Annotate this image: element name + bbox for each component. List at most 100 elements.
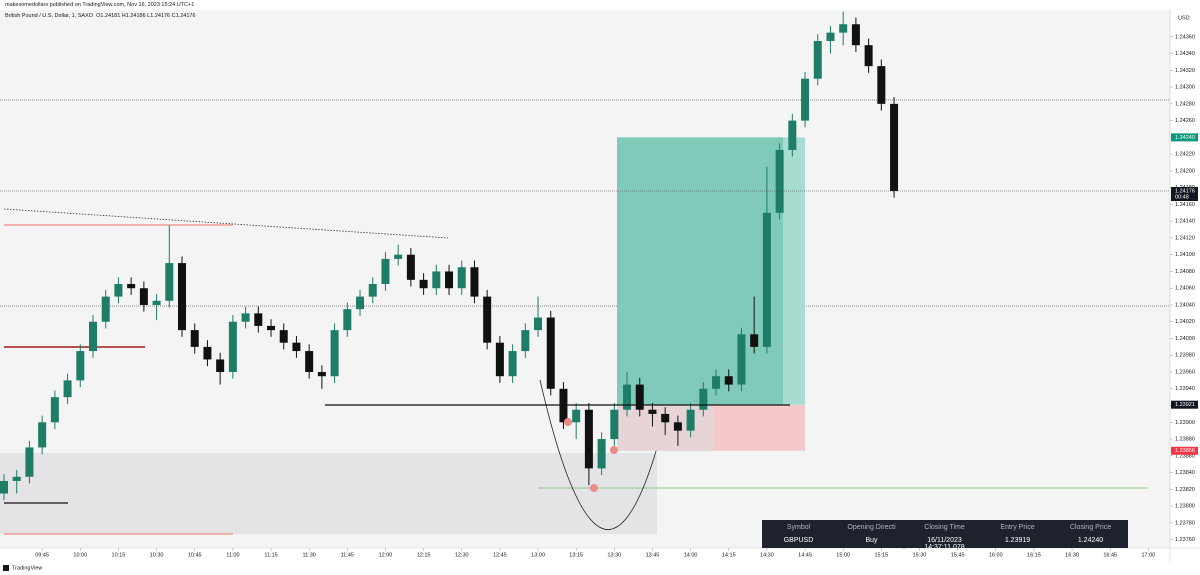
x-tick-label: 12:45: [493, 552, 507, 558]
currency: USD: [1178, 15, 1190, 21]
table-cell: 1.24240: [1077, 537, 1104, 544]
y-tick-label: 1.23980: [1175, 353, 1195, 359]
candle-body: [381, 258, 390, 285]
candle-body: [228, 321, 237, 373]
y-tick-label: 1.24140: [1175, 219, 1195, 225]
candle-body: [267, 325, 276, 331]
table-header: Opening Directi: [847, 524, 896, 531]
candle-body: [572, 409, 581, 423]
table-cell: 1.23919: [1004, 537, 1031, 544]
y-tick-label: 1.24120: [1175, 235, 1195, 241]
candle-body: [584, 409, 593, 469]
candle-body: [686, 409, 695, 431]
y-tick-label: 1.24260: [1175, 118, 1195, 124]
candle-body: [165, 263, 174, 301]
table-header: Closing Price: [1069, 524, 1112, 531]
candle-body: [890, 103, 899, 192]
candle-body: [610, 409, 619, 440]
curve: [539, 379, 658, 530]
candle-body: [483, 296, 492, 343]
candle-body: [25, 447, 34, 477]
y-tick-label: 1.24020: [1175, 319, 1195, 325]
table-cell: Buy: [865, 537, 878, 544]
price-marker: [1171, 400, 1198, 409]
candle-body: [470, 267, 479, 297]
x-tick-label: 12:15: [417, 552, 431, 558]
table-cell: 16/11/2023 14:37:11.078: [924, 537, 965, 551]
candle-body: [801, 78, 810, 121]
candle-body: [546, 317, 555, 389]
x-tick-label: 09:45: [35, 552, 49, 558]
dot: [610, 446, 618, 454]
candle-body: [826, 32, 835, 42]
candle-body: [432, 271, 441, 289]
target-zone-filled: [617, 137, 783, 405]
candle-body: [712, 376, 721, 389]
x-tick-label: 13:30: [607, 552, 621, 558]
candle-body: [330, 330, 339, 377]
candle-body: [661, 413, 670, 423]
candle-body: [0, 480, 8, 494]
y-tick-label: 1.23940: [1175, 386, 1195, 392]
candle-body: [673, 422, 682, 431]
candle-body: [76, 351, 85, 381]
candle-body: [737, 334, 746, 385]
candle-body: [279, 330, 288, 343]
candle-body: [648, 409, 657, 414]
x-tick-label: 14:30: [760, 552, 774, 558]
position-tool: [617, 137, 805, 451]
x-tick-label: 10:30: [150, 552, 164, 558]
y-tick-label: 1.24040: [1175, 302, 1195, 308]
x-tick-label: 13:45: [646, 552, 660, 558]
dot: [564, 418, 572, 426]
candle-body: [724, 376, 733, 385]
candle-body: [750, 334, 759, 347]
candle-body: [788, 120, 797, 150]
candle-body: [38, 422, 47, 448]
x-tick-label: 11:30: [302, 552, 315, 558]
dot: [590, 484, 598, 492]
candle-body: [813, 41, 822, 79]
x-tick-label: 11:15: [264, 552, 277, 558]
price-marker-label: 1.24176: [1175, 188, 1195, 194]
y-tick-label: 1.24160: [1175, 202, 1195, 208]
candle-body: [508, 351, 517, 377]
table-header: Symbol: [786, 524, 811, 531]
candle-body: [101, 296, 110, 322]
x-tick-label: 11:45: [341, 552, 354, 558]
x-tick-label: 10:15: [112, 552, 126, 558]
y-tick-label: 1.24320: [1175, 68, 1195, 74]
candle-body: [635, 384, 644, 410]
candle-body: [406, 254, 415, 280]
x-tick-label: 15:45: [951, 552, 965, 558]
price-axis: [1170, 0, 1200, 562]
x-tick-label: 14:45: [798, 552, 812, 558]
trend-line: [3, 208, 449, 239]
y-tick-label: 1.23760: [1175, 537, 1195, 543]
price-marker-label: 1.23921: [1175, 402, 1195, 408]
y-tick-label: 1.23860: [1175, 453, 1195, 459]
price-marker: [1171, 133, 1198, 142]
time-axis: [0, 548, 1170, 562]
x-tick-label: 15:15: [874, 552, 888, 558]
candle-body: [216, 359, 225, 373]
ohlc: O1.24181 H1.24186 L1.24176 C1.24176: [96, 13, 196, 19]
candle-body: [178, 263, 187, 331]
y-tick-label: 1.23840: [1175, 470, 1195, 476]
x-tick-label: 10:00: [73, 552, 87, 558]
candle-body: [89, 321, 98, 352]
candle-body: [597, 439, 606, 469]
y-tick-label: 1.23960: [1175, 369, 1195, 375]
candle-body: [877, 66, 886, 104]
y-tick-label: 1.24360: [1175, 34, 1195, 40]
y-tick-label: 1.24300: [1175, 85, 1195, 91]
x-tick-label: 16:30: [1065, 552, 1079, 558]
y-tick-label: 1.23820: [1175, 487, 1195, 493]
symbol-line: British Pound / U.S. Dollar, 1, SAXO O1.…: [5, 13, 196, 19]
x-tick-label: 13:15: [569, 552, 583, 558]
y-tick-label: 1.24060: [1175, 286, 1195, 292]
candle-body: [152, 300, 161, 305]
publisher: makesomedollars published on TradingView…: [5, 2, 195, 8]
candle-body: [457, 267, 466, 289]
